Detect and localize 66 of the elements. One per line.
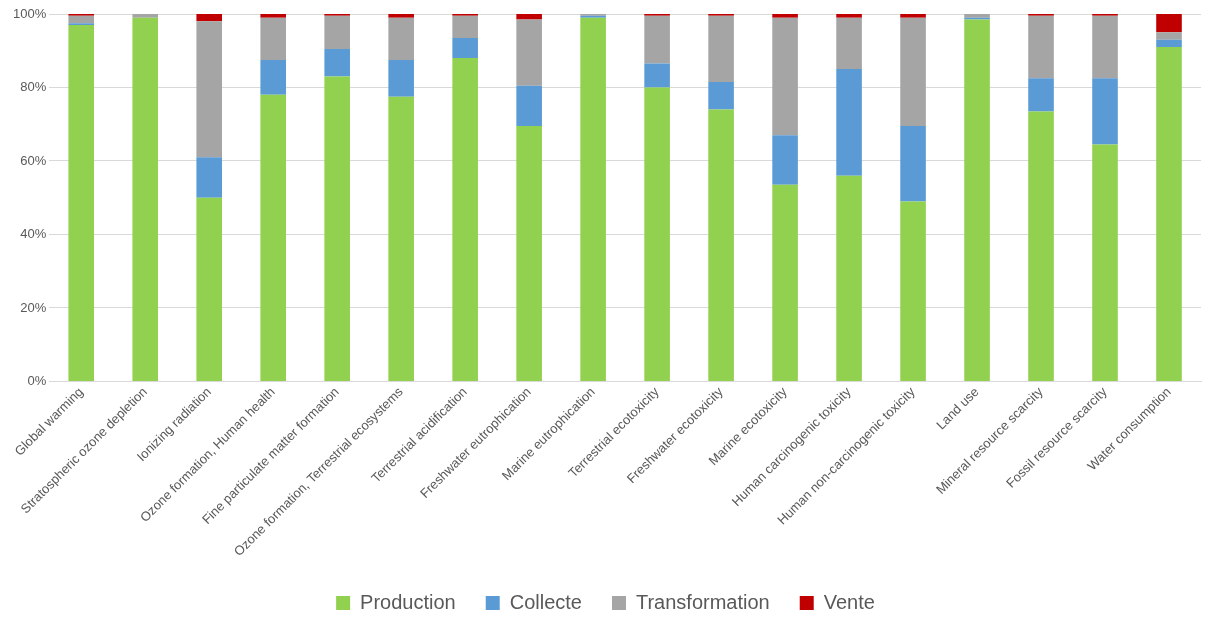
bar <box>644 87 670 381</box>
bar <box>196 21 223 158</box>
bar <box>516 126 542 381</box>
bar <box>644 63 670 88</box>
bar <box>900 14 926 18</box>
bar <box>1092 144 1118 381</box>
bar <box>516 85 542 127</box>
bar <box>644 15 670 64</box>
bar <box>1028 78 1054 112</box>
bar <box>388 14 414 18</box>
bar <box>260 14 286 18</box>
bar <box>1156 39 1182 48</box>
bar <box>900 17 926 127</box>
bar <box>708 81 734 110</box>
bar <box>836 175 862 381</box>
y-tick-label: 80% <box>20 79 47 95</box>
bar <box>1028 15 1054 79</box>
bar <box>388 59 414 97</box>
bar <box>132 14 159 18</box>
bar <box>324 76 350 381</box>
bar <box>836 17 862 70</box>
bar <box>708 15 734 82</box>
bar <box>1092 78 1118 145</box>
y-tick-label: 0% <box>27 373 47 389</box>
bar <box>260 17 286 60</box>
bar <box>68 25 95 381</box>
bar <box>516 19 542 86</box>
bar <box>900 126 926 202</box>
legend-label: Production <box>360 590 456 613</box>
bar <box>580 17 606 381</box>
bar <box>772 135 798 185</box>
bar <box>324 48 350 77</box>
legend-label: Vente <box>823 590 875 613</box>
bar <box>196 14 223 22</box>
bar <box>260 94 286 381</box>
bar <box>836 14 862 18</box>
bar <box>324 15 350 49</box>
bar <box>388 17 414 60</box>
bar <box>1156 47 1182 381</box>
bar <box>1156 32 1182 40</box>
bar <box>900 201 926 381</box>
bar <box>260 59 286 95</box>
bar <box>708 109 734 381</box>
bar <box>196 197 223 381</box>
bar <box>772 14 798 18</box>
bar <box>772 17 798 136</box>
bar <box>1092 15 1118 79</box>
bar <box>836 69 862 176</box>
bar <box>452 37 478 59</box>
y-tick-label: 60% <box>20 152 47 168</box>
bar <box>196 157 223 198</box>
bar <box>964 19 990 381</box>
bar <box>1156 14 1182 33</box>
bar <box>452 58 478 381</box>
bar <box>516 14 542 20</box>
y-tick-label: 100% <box>13 5 47 21</box>
bar <box>452 15 478 38</box>
y-tick-label: 40% <box>20 226 47 242</box>
legend-label: Transformation <box>635 590 770 613</box>
bar <box>388 96 414 381</box>
y-tick-label: 20% <box>20 299 47 315</box>
bar <box>132 17 159 381</box>
bar <box>1028 111 1054 381</box>
bar <box>772 184 798 381</box>
bar <box>68 15 95 24</box>
legend-label: Collecte <box>509 590 582 613</box>
